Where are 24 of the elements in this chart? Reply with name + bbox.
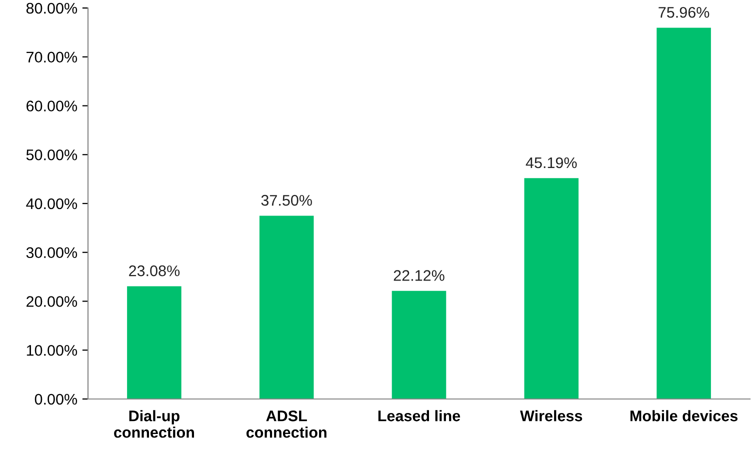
y-tick-label: 0.00%: [34, 394, 78, 405]
x-tick-label: Leased line: [378, 410, 460, 422]
y-tick-label: 30.00%: [26, 247, 78, 258]
y-tick-label: 60.00%: [26, 100, 78, 112]
y-tick-label: 80.00%: [26, 2, 78, 14]
data-label: 23.08%: [129, 265, 180, 276]
data-label: 75.96%: [658, 6, 710, 18]
bar: [259, 216, 314, 399]
data-label: 37.50%: [261, 194, 312, 206]
x-tick-label: Dial-up connection: [114, 410, 194, 438]
bar: [656, 28, 711, 399]
x-tick-label: ADSL connection: [246, 410, 326, 438]
data-label: 45.19%: [526, 157, 577, 168]
bar: [127, 286, 182, 399]
data-label: 22.12%: [394, 270, 444, 281]
y-tick-label: 40.00%: [26, 198, 78, 210]
bar: [524, 178, 579, 399]
x-tick-label: Mobile devices: [630, 410, 738, 422]
y-tick-label: 70.00%: [26, 52, 78, 63]
y-tick-label: 50.00%: [26, 149, 78, 160]
bar: [392, 290, 446, 399]
x-tick-label: Wireless: [520, 410, 582, 422]
y-tick-label: 20.00%: [26, 296, 78, 307]
y-tick-label: 10.00%: [26, 344, 78, 356]
